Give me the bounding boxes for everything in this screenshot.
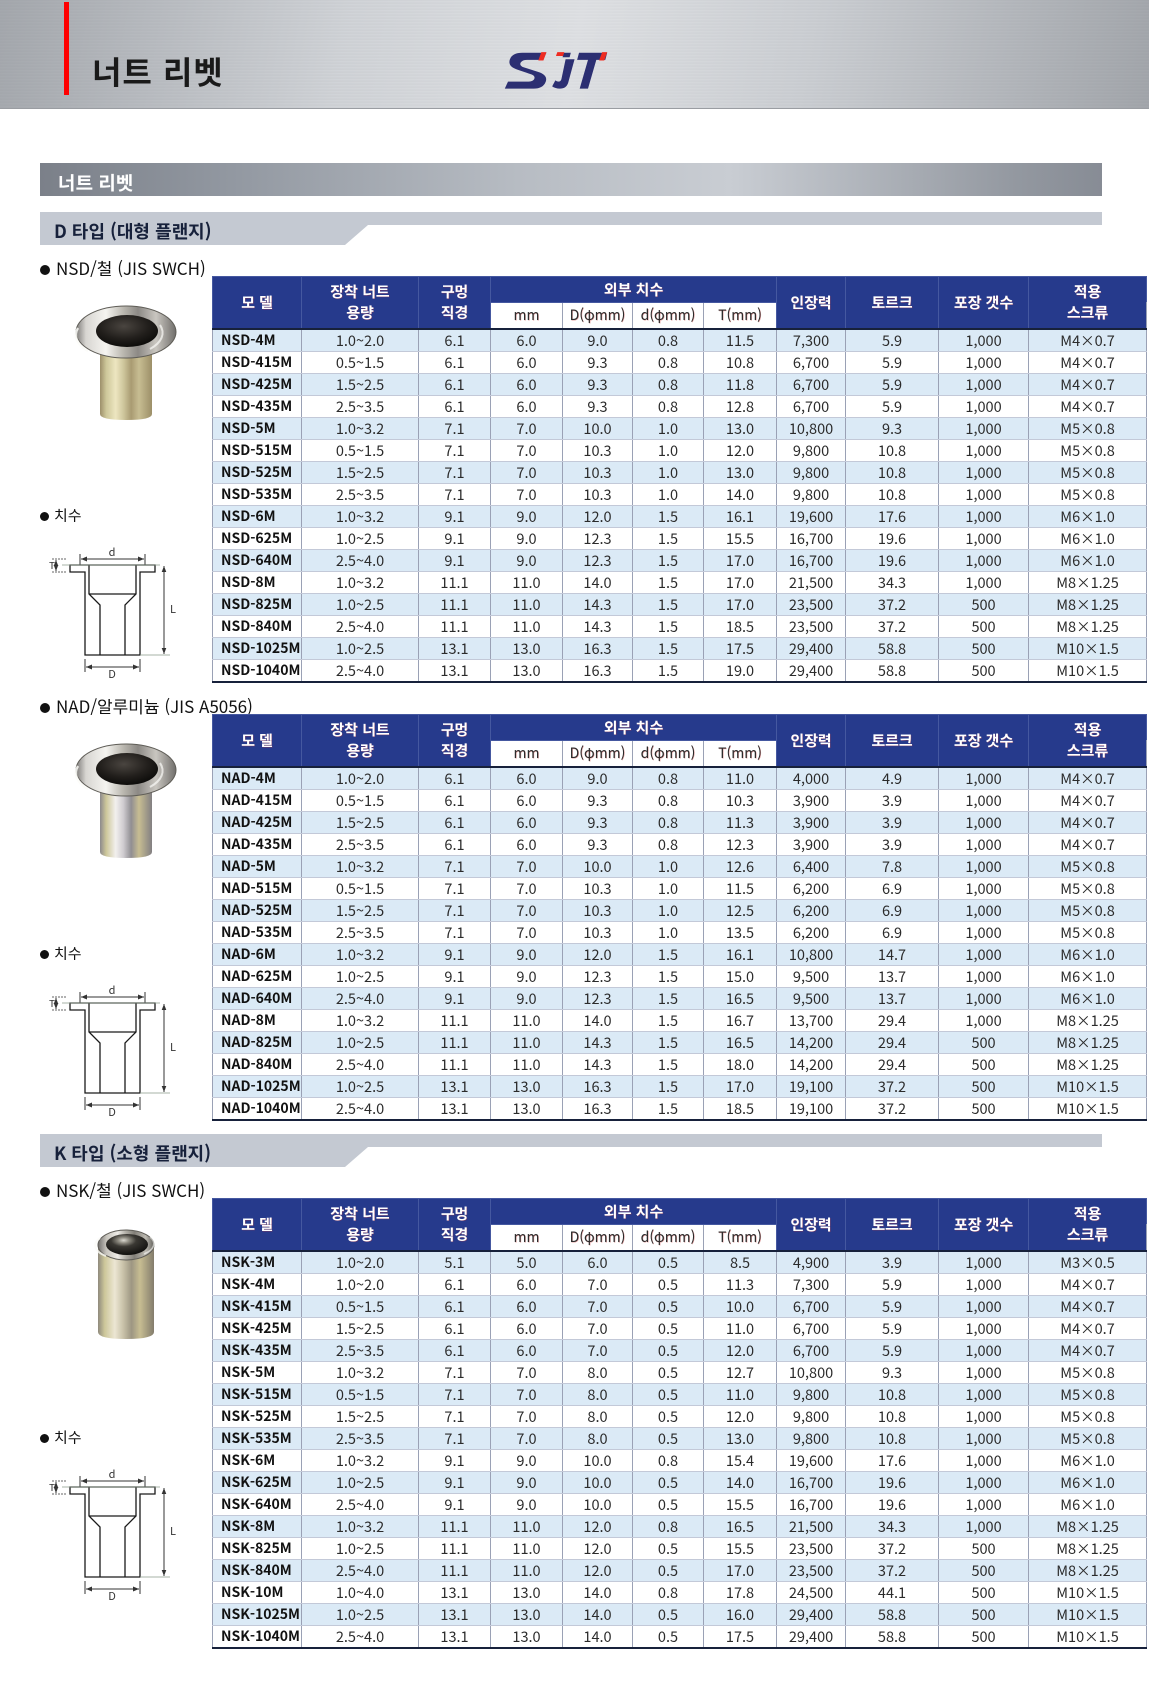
svg-text:T: T — [49, 995, 55, 1010]
svg-text:d: d — [109, 982, 116, 998]
svg-text:L: L — [170, 1039, 176, 1055]
svg-text:T: T — [49, 1479, 55, 1494]
svg-text:d: d — [109, 1466, 116, 1482]
svg-text:T: T — [49, 557, 55, 572]
svg-text:D: D — [108, 1588, 116, 1604]
svg-text:L: L — [170, 1523, 176, 1539]
svg-text:D: D — [108, 1104, 116, 1120]
svg-text:L: L — [170, 601, 176, 617]
svg-text:d: d — [109, 544, 116, 560]
svg-text:D: D — [108, 666, 116, 682]
